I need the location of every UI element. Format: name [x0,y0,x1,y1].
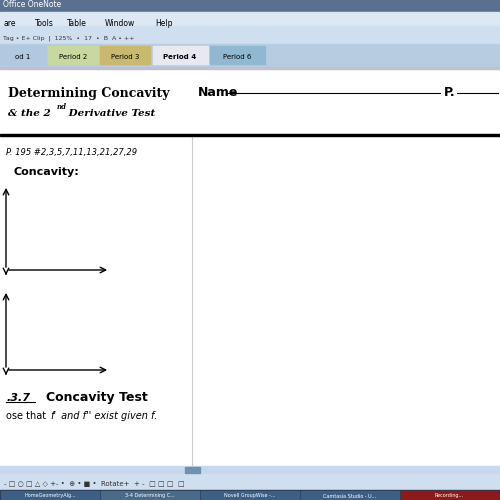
Bar [0,12,500,26]
Text: P. 195 #2,3,5,7,11,13,21,27,29: P. 195 #2,3,5,7,11,13,21,27,29 [6,148,137,156]
Text: ose that: ose that [6,411,52,421]
Text: Novell GroupWise -...: Novell GroupWise -... [224,494,276,498]
Bar [0,44,500,66]
Text: Period 3: Period 3 [111,54,139,60]
Bar [0,136,192,466]
Bar [0,46,46,64]
Text: & the 2: & the 2 [8,110,51,118]
Bar [48,46,98,64]
Text: Camtasia Studio - U...: Camtasia Studio - U... [324,494,376,498]
Text: HomeGeometryAlg...: HomeGeometryAlg... [24,494,76,498]
Bar [185,467,200,473]
Text: .3.7: .3.7 [6,393,30,403]
Text: and f'' exist given f.: and f'' exist given f. [58,411,158,421]
Text: P.: P. [444,86,456,100]
Text: Tools: Tools [35,18,54,28]
Bar [1,491,99,499]
Text: Concavity Test: Concavity Test [46,392,148,404]
Bar [0,0,500,12]
Bar [0,474,500,490]
Bar [0,134,500,136]
Bar [153,46,208,64]
Bar [100,46,150,64]
Bar [301,491,399,499]
Text: Office OneNote: Office OneNote [3,0,61,9]
Text: Help: Help [155,18,172,28]
Text: Table: Table [67,18,87,28]
Text: Determining Concavity: Determining Concavity [8,86,170,100]
Text: Tag • E+ Clip  |  125%  •  17  •  B  A • ++: Tag • E+ Clip | 125% • 17 • B A • ++ [3,35,134,41]
Text: - □ ○ □ △ ◇ +- •  ⊕ • ■ •  Rotate+  + -  □ □ □  □: - □ ○ □ △ ◇ +- • ⊕ • ■ • Rotate+ + - □ □… [4,481,184,487]
Bar [192,136,500,466]
Text: are: are [3,18,16,28]
Bar [101,491,199,499]
Bar [401,491,498,499]
Text: Period 2: Period 2 [59,54,87,60]
Bar [0,466,500,474]
Text: Period 4: Period 4 [164,54,196,60]
Bar [0,66,500,67]
Text: f': f' [50,411,56,421]
Text: Concavity:: Concavity: [14,167,80,177]
Bar [0,26,500,44]
Text: Name: Name [198,86,238,100]
Text: Window: Window [105,18,135,28]
Text: Period 6: Period 6 [223,54,251,60]
Bar [0,490,500,500]
Text: nd: nd [57,103,67,111]
Bar [201,491,299,499]
Bar [210,46,265,64]
Text: Recording...: Recording... [434,494,464,498]
Bar [0,67,500,69]
Text: od 1: od 1 [16,54,30,60]
Bar [0,69,500,134]
Text: Derivative Test: Derivative Test [65,110,155,118]
Text: 3-4 Determining C...: 3-4 Determining C... [125,494,175,498]
